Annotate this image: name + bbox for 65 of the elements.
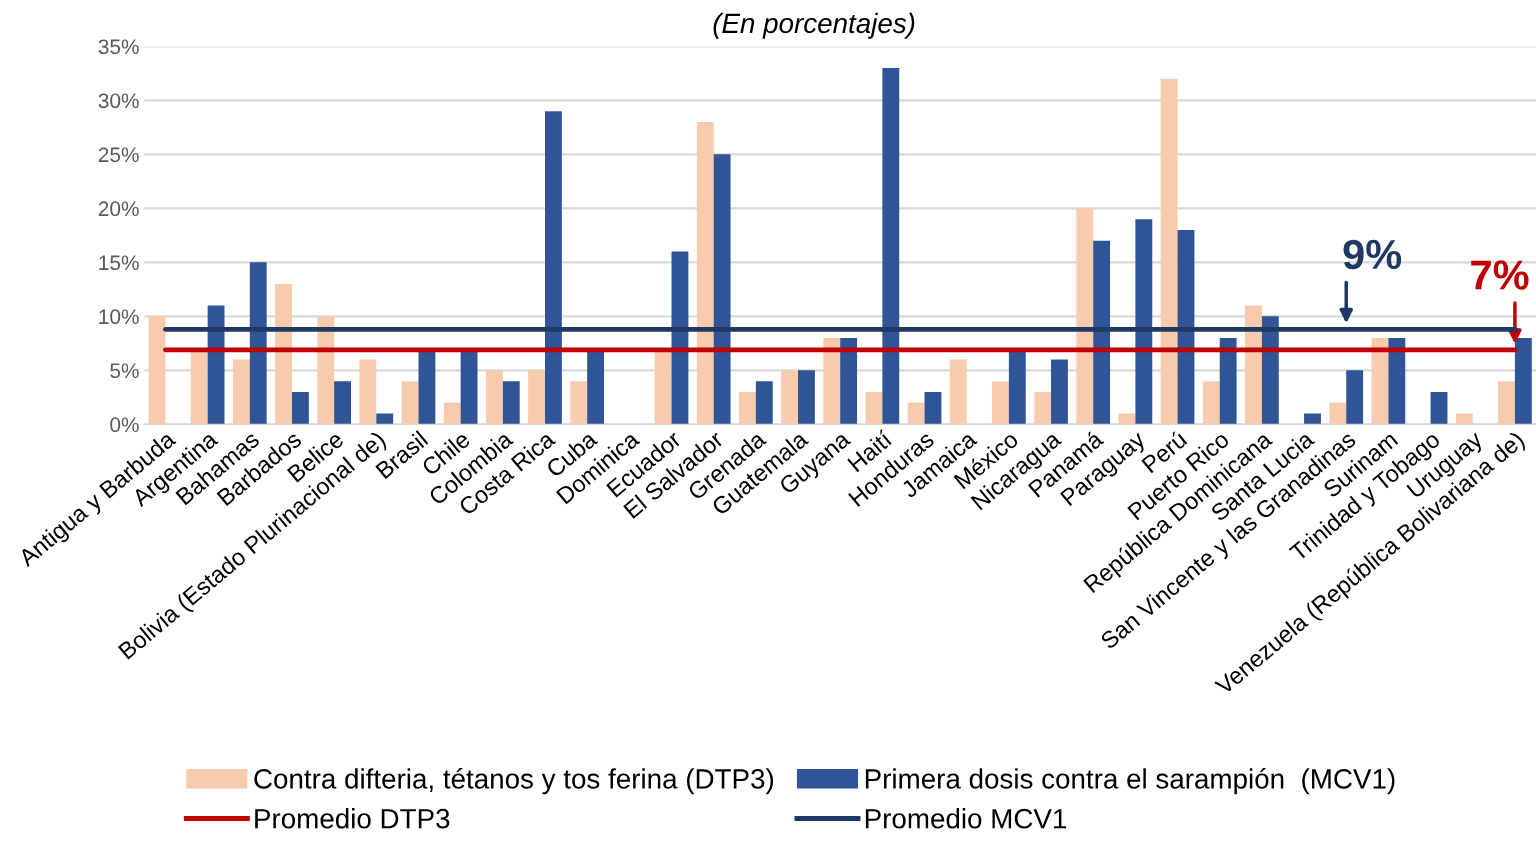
bar: [1261, 316, 1279, 425]
bar: [1388, 337, 1406, 425]
y-tick-label: 25%: [98, 147, 139, 163]
bar: [924, 391, 942, 425]
bar: [1135, 219, 1153, 425]
bar: [1219, 337, 1237, 425]
y-tick-label: 15%: [99, 255, 139, 271]
bar: [1177, 229, 1195, 425]
bar: [1304, 413, 1321, 425]
bar: [443, 402, 461, 425]
bar: [1329, 402, 1347, 425]
bar: [1498, 381, 1515, 425]
annotation: 9%: [1343, 239, 1402, 270]
bar: [1245, 305, 1262, 425]
bar: [334, 381, 352, 425]
chart-subtitle: (En porcentajes): [713, 12, 915, 39]
bar: [696, 121, 714, 425]
bar: [840, 337, 858, 425]
bar: [291, 391, 309, 425]
bar: [570, 381, 588, 425]
y-tick-label: 30%: [98, 93, 139, 109]
bar: [1076, 208, 1094, 425]
bar: [823, 337, 841, 425]
bar: [317, 316, 335, 425]
bar: [1202, 381, 1220, 425]
legend-label: Contra difteria, tétanos y tos ferina (DTP3): [254, 768, 774, 795]
bar: [401, 381, 419, 425]
bar: [359, 359, 377, 425]
bar: [249, 262, 267, 425]
bar: [1093, 240, 1111, 425]
annotation: 7%: [1471, 260, 1529, 290]
bar: [738, 391, 756, 425]
bar: [545, 111, 562, 425]
bar: [781, 370, 799, 425]
bar: [148, 316, 166, 425]
bar: [907, 402, 925, 425]
bar: [798, 370, 815, 425]
y-tick-label: 0%: [110, 417, 139, 433]
bar: [485, 370, 503, 425]
bar: [1034, 391, 1052, 425]
bar: [1430, 391, 1448, 425]
legend-label: Promedio MCV1: [865, 808, 1067, 829]
bar: [376, 413, 394, 425]
bar: [1514, 337, 1532, 425]
bar: [949, 359, 967, 425]
bar: [207, 305, 225, 425]
bar: [502, 381, 520, 425]
y-tick-label: 10%: [99, 309, 139, 325]
bar: [528, 370, 545, 425]
legend-label: Promedio DTP3: [255, 808, 450, 829]
bar: [275, 283, 292, 425]
legend-label: Primera dosis contra el sarampión (MCV1): [865, 768, 1395, 795]
bar: [713, 154, 731, 425]
bar: [1160, 78, 1178, 425]
bar: [1455, 413, 1473, 425]
bar: [755, 381, 773, 425]
bar: [882, 67, 900, 425]
y-tick-label: 5%: [110, 363, 139, 379]
bar: [232, 359, 250, 425]
y-tick-label: 35%: [98, 39, 139, 55]
bar: [1346, 370, 1364, 425]
y-tick-label: 20%: [98, 201, 139, 217]
bar: [992, 381, 1009, 425]
bar: [1051, 359, 1068, 425]
bar: [865, 391, 883, 425]
